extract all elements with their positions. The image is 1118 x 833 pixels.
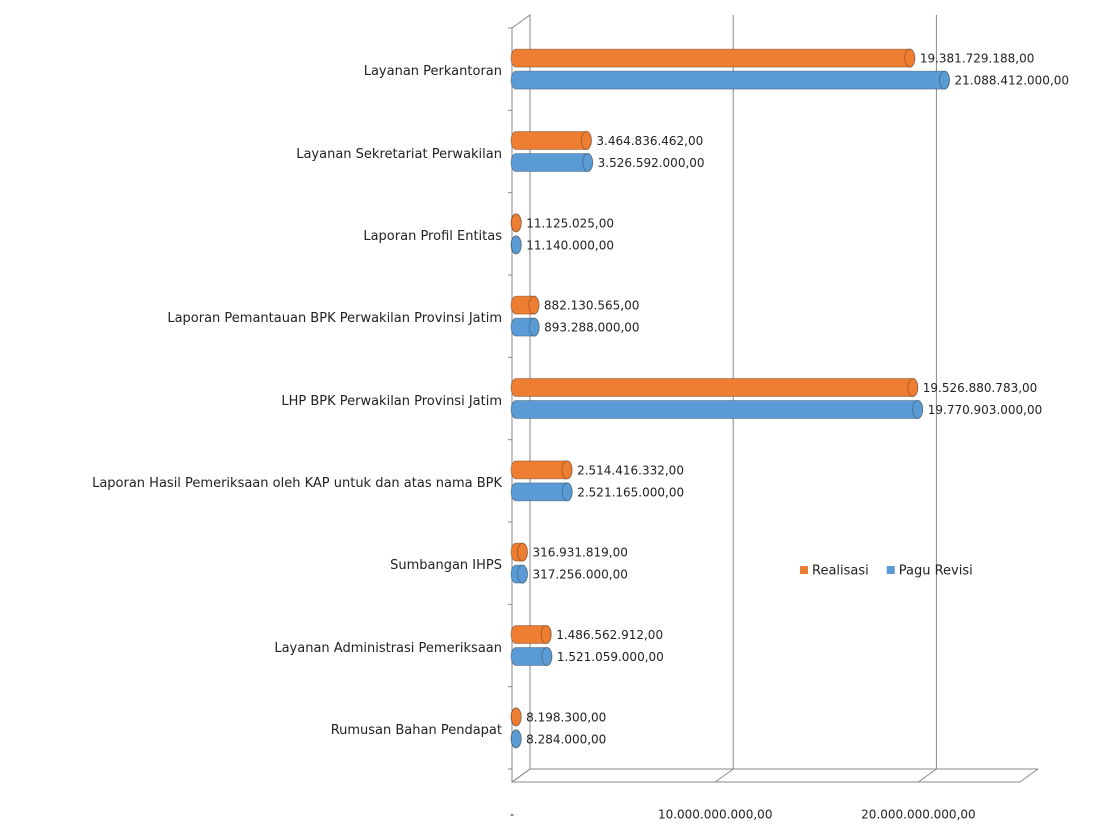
bar — [510, 70, 951, 90]
bar-cap — [510, 213, 522, 233]
value-label: 3.464.836.462,00 — [596, 134, 703, 148]
value-label: 2.521.165.000,00 — [577, 485, 684, 499]
grid-floor — [714, 768, 734, 783]
value-label: 316.931.819,00 — [532, 546, 627, 560]
grid-floor — [511, 768, 531, 783]
left-wall — [511, 14, 531, 783]
category-label: Laporan Pemantauan BPK Perwakilan Provin… — [167, 311, 502, 327]
legend-swatch — [800, 566, 808, 574]
floor-right — [1019, 768, 1039, 783]
x-tick-label: - — [510, 808, 514, 822]
bar-cap — [510, 729, 522, 749]
category-label: LHP BPK Perwakilan Provinsi Jatim — [281, 393, 502, 409]
bar-cap — [516, 564, 528, 584]
value-label: 3.526.592.000,00 — [598, 156, 705, 170]
value-label: 317.256.000,00 — [532, 568, 627, 582]
bar — [510, 48, 916, 68]
bar — [510, 400, 924, 419]
value-label: 8.284.000,00 — [526, 732, 606, 746]
category-label: Laporan Hasil Pemeriksaan oleh KAP untuk… — [92, 475, 502, 491]
bar-cap — [528, 317, 540, 337]
category-label: Rumusan Bahan Pendapat — [330, 722, 502, 738]
value-label: 1.521.059.000,00 — [557, 650, 664, 664]
bar — [510, 153, 594, 172]
value-label: 19.381.729.188,00 — [920, 52, 1035, 66]
bar-cap — [510, 707, 522, 727]
value-label: 893.288.000,00 — [544, 321, 639, 335]
bar-cap — [561, 482, 573, 502]
value-label: 21.088.412.000,00 — [955, 74, 1070, 88]
bar-cap — [582, 153, 594, 172]
bar-cap — [561, 460, 573, 480]
bar — [510, 131, 592, 150]
value-label: 11.125.025,00 — [526, 216, 614, 230]
bar-cap — [510, 235, 522, 255]
legend-label: Realisasi — [812, 564, 869, 579]
legend-label: Pagu Revisi — [899, 564, 973, 579]
value-label: 19.526.880.783,00 — [923, 381, 1038, 395]
bar-cap — [912, 400, 924, 419]
value-label: 11.140.000,00 — [526, 238, 614, 252]
x-tick-label: 10.000.000.000,00 — [658, 808, 773, 822]
bar-cap — [939, 70, 951, 90]
bar-cap — [540, 625, 552, 644]
bar-cap — [907, 378, 919, 397]
value-label: 1.486.562.912,00 — [556, 628, 663, 642]
x-tick-label: 20.000.000.000,00 — [861, 808, 976, 822]
category-label: Layanan Administrasi Pemeriksaan — [274, 640, 502, 656]
category-label: Sumbangan IHPS — [390, 558, 502, 574]
category-label: Layanan Sekretariat Perwakilan — [296, 146, 502, 162]
bar — [510, 378, 919, 397]
legend-swatch — [886, 566, 895, 574]
bar-cap — [580, 131, 592, 150]
bar-cap — [516, 542, 528, 562]
value-label: 8.198.300,00 — [526, 710, 606, 724]
bar-cap — [541, 647, 553, 666]
bar-cap — [528, 295, 540, 315]
value-label: 882.130.565,00 — [544, 299, 639, 313]
value-label: 2.514.416.332,00 — [577, 463, 684, 477]
category-label: Laporan Profil Entitas — [363, 228, 502, 244]
value-label: 19.770.903.000,00 — [928, 403, 1043, 417]
bar-cap — [904, 48, 916, 68]
category-label: Layanan Perkantoran — [363, 64, 502, 80]
grid-floor — [918, 768, 937, 783]
